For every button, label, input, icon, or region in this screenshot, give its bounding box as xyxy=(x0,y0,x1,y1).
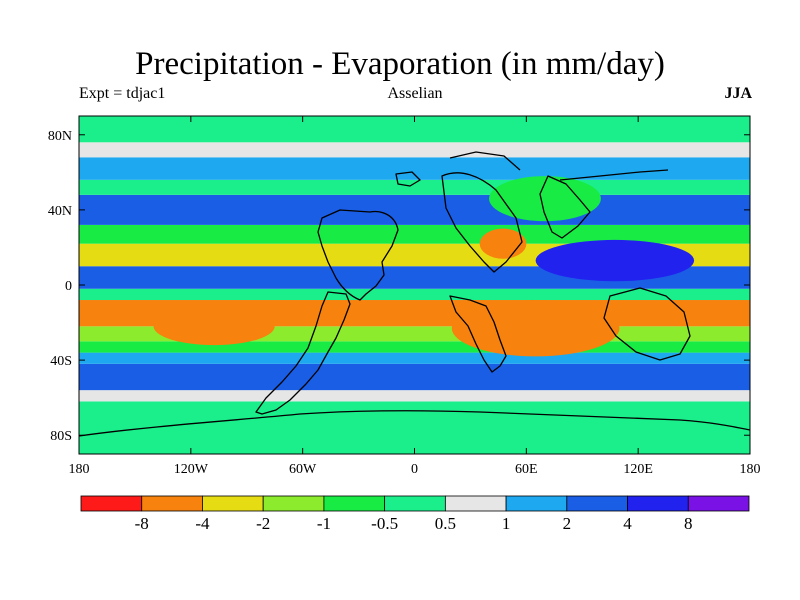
colorbar-swatch-10 xyxy=(687,495,750,512)
band-13 xyxy=(79,157,750,180)
y-tick-label-2: 0 xyxy=(65,279,72,294)
chart-title: Precipitation - Evaporation (in mm/day) xyxy=(135,46,665,82)
field-layer xyxy=(79,116,750,454)
colorbar-label-0: -8 xyxy=(135,514,149,533)
region-4 xyxy=(153,307,275,346)
band-3 xyxy=(79,352,750,364)
colorbar-swatch-2 xyxy=(202,495,264,512)
scheme-label: Asselian xyxy=(387,85,443,102)
colorbar-swatch-7 xyxy=(505,495,568,512)
region-3 xyxy=(451,300,620,357)
coastline-africa xyxy=(449,295,507,373)
coastline-arctic-islands xyxy=(395,151,669,187)
colorbar-label-8: 4 xyxy=(623,514,632,533)
coastline-antarctica xyxy=(79,410,750,437)
band-12 xyxy=(79,179,750,195)
colorbar-swatch-8 xyxy=(566,495,628,512)
x-tick-label-3: 0 xyxy=(411,462,418,477)
coastline-australia xyxy=(603,287,691,361)
x-tick-label-4: 60E xyxy=(515,462,538,477)
coastline-east-asia xyxy=(539,175,591,239)
colorbar-label-3: -1 xyxy=(317,514,331,533)
x-tick-label-1: 120W xyxy=(174,462,209,477)
x-tick-label-2: 60W xyxy=(289,462,317,477)
band-2 xyxy=(79,363,750,391)
y-tick-label-4: 80S xyxy=(50,429,72,444)
colorbar-label-2: -2 xyxy=(256,514,270,533)
coastline-layer xyxy=(79,151,750,437)
band-11 xyxy=(79,194,750,225)
y-tick-label-3: 40S xyxy=(50,354,72,369)
band-4 xyxy=(79,341,750,353)
colorbar-swatch-3 xyxy=(262,495,325,512)
colorbar: -8 -4 -2 -1 -0.5 0.5 1 2 4 8 xyxy=(80,495,750,533)
colorbar-swatch-6 xyxy=(444,495,507,512)
band-7 xyxy=(79,288,750,301)
experiment-label: Expt = tdjac1 xyxy=(79,85,166,102)
colorbar-swatch-5 xyxy=(384,495,446,512)
coastline-eurasia xyxy=(441,172,523,273)
colorbar-label-9: 8 xyxy=(684,514,693,533)
band-0 xyxy=(79,401,750,454)
colorbar-swatch-9 xyxy=(627,495,689,512)
band-10 xyxy=(79,224,750,244)
y-axis: 80N 40N 0 40S 80S xyxy=(48,129,750,444)
region-2 xyxy=(535,239,695,282)
y-tick-label-1: 40N xyxy=(48,204,72,219)
colorbar-swatch-4 xyxy=(323,495,386,512)
region-0 xyxy=(489,176,601,222)
coastline-south-america xyxy=(255,291,351,415)
colorbar-swatch-1 xyxy=(141,495,203,512)
band-1 xyxy=(79,390,750,402)
season-label: JJA xyxy=(724,85,752,102)
x-tick-label-0: 180 xyxy=(69,462,90,477)
colorbar-label-5: 0.5 xyxy=(435,514,456,533)
colorbar-label-4: -0.5 xyxy=(371,514,398,533)
colorbar-label-6: 1 xyxy=(502,514,511,533)
x-tick-label-6: 180 xyxy=(740,462,761,477)
y-tick-label-0: 80N xyxy=(48,129,72,144)
coastline-north-america xyxy=(317,209,399,301)
x-tick-label-5: 120E xyxy=(623,462,653,477)
band-14 xyxy=(79,142,750,158)
x-axis: 180 120W 60W 0 60E 120E 180 xyxy=(69,116,761,477)
colorbar-label-1: -4 xyxy=(195,514,210,533)
colorbar-swatch-0 xyxy=(80,495,143,512)
colorbar-label-7: 2 xyxy=(563,514,572,533)
